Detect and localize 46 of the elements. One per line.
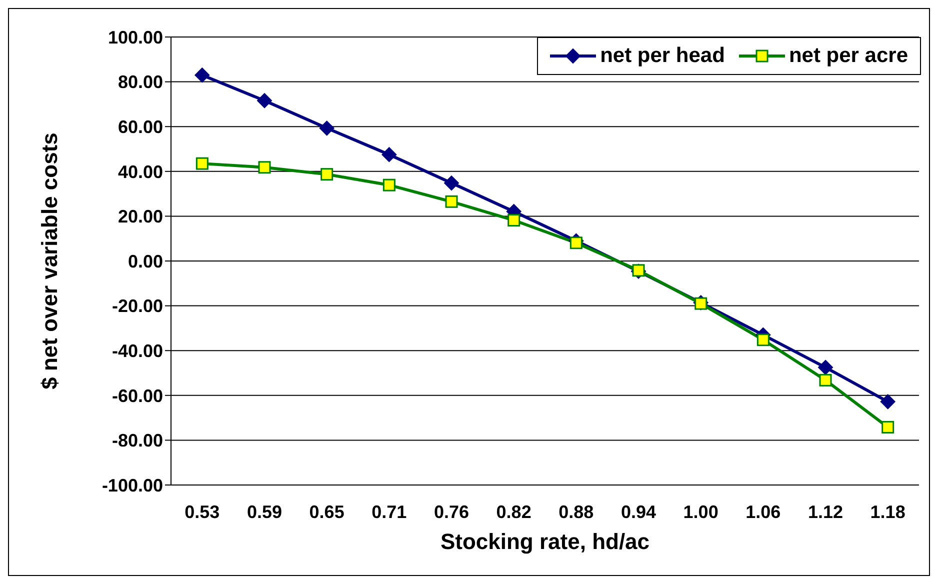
y-tick-label: -80.00 <box>112 430 163 451</box>
point <box>882 420 894 434</box>
point <box>632 264 645 277</box>
point <box>257 93 272 108</box>
x-tick-label: 1.06 <box>746 502 781 522</box>
y-tick-label: -20.00 <box>112 296 163 316</box>
point <box>258 161 271 174</box>
x-tick-label: 1.18 <box>870 502 906 522</box>
y-tick-label: -60.00 <box>112 386 163 406</box>
legend-label: net per acre <box>788 44 908 68</box>
y-tick-label: 80.00 <box>118 72 163 92</box>
point <box>445 195 458 208</box>
y-tick-label: 0.00 <box>128 251 163 272</box>
point <box>382 178 396 192</box>
point <box>819 374 832 386</box>
x-tick-label: 0.94 <box>620 502 656 522</box>
point <box>320 168 334 181</box>
point <box>880 394 896 410</box>
x-tick-label: 0.65 <box>309 502 344 522</box>
point <box>444 176 459 191</box>
point <box>382 147 397 162</box>
x-tick-label: 0.59 <box>246 502 282 522</box>
point <box>570 236 582 250</box>
x-tick-label: 1.12 <box>808 502 844 522</box>
y-tick-label: -100.00 <box>102 475 163 496</box>
point <box>194 68 210 83</box>
point <box>319 120 334 136</box>
x-tick-label: 0.88 <box>558 502 594 522</box>
x-tick-label: 1.00 <box>683 502 718 522</box>
x-tick-label: 0.82 <box>496 502 532 522</box>
x-tick-label: 0.53 <box>184 502 220 522</box>
point <box>196 157 208 170</box>
x-axis-title: Stocking rate, hd/ac <box>440 529 650 554</box>
x-tick-label: 0.71 <box>372 502 407 522</box>
point <box>508 214 520 226</box>
y-tick-label: 20.00 <box>118 206 163 227</box>
x-tick-label: 0.76 <box>434 502 470 522</box>
y-tick-label: -40.00 <box>112 340 163 361</box>
y-tick-label: 60.00 <box>118 116 163 137</box>
legend-label: net per head <box>600 44 725 68</box>
point <box>694 297 708 310</box>
y-axis-title: $ net over variable costs <box>36 132 62 390</box>
y-tick-label: 40.00 <box>118 162 163 182</box>
y-tick-label: 100.00 <box>108 27 163 48</box>
point <box>756 334 770 346</box>
point <box>818 360 833 375</box>
